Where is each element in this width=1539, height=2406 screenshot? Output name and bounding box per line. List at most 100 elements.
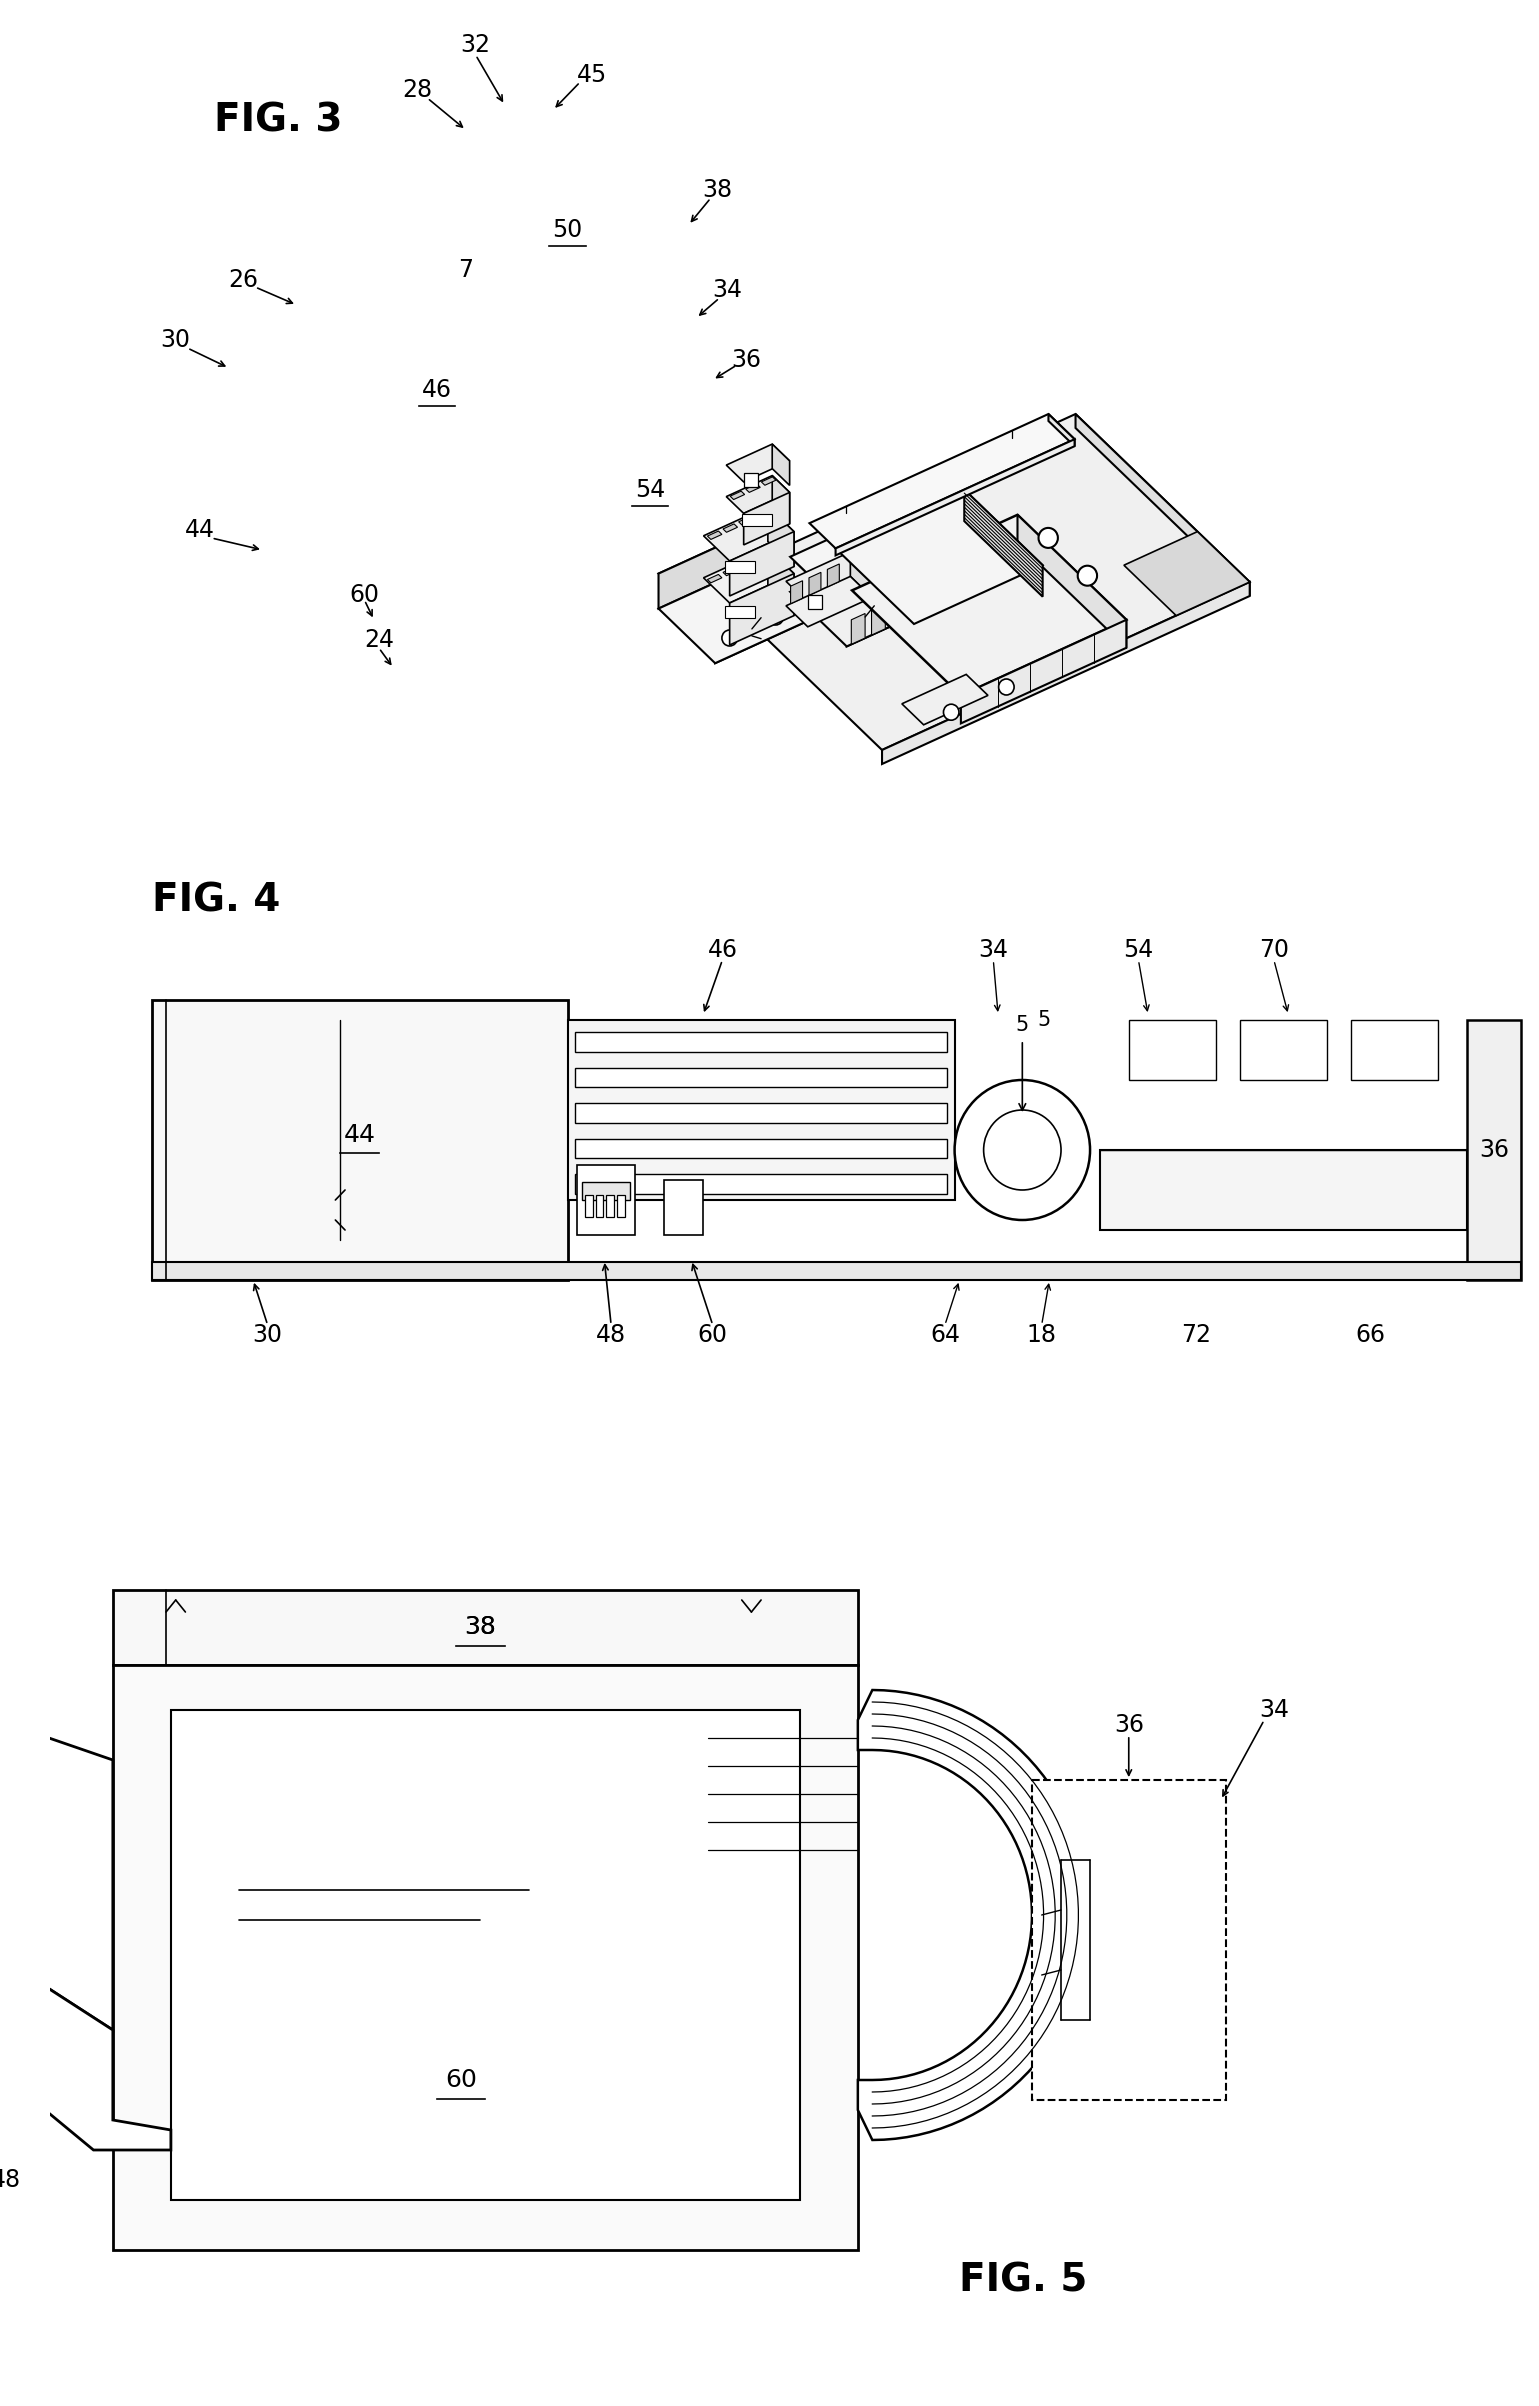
Text: 54: 54 [1123,938,1154,962]
Circle shape [943,705,959,719]
Text: 46: 46 [708,938,737,962]
Polygon shape [1123,532,1250,616]
Polygon shape [810,414,1074,549]
Circle shape [1077,565,1097,585]
Polygon shape [723,568,737,575]
Bar [151,1263,1521,1280]
Polygon shape [790,558,920,647]
Polygon shape [723,525,737,532]
Text: 70: 70 [1259,938,1288,962]
Bar [1467,1020,1521,1280]
Polygon shape [726,476,790,512]
Polygon shape [739,561,753,568]
Text: 5: 5 [1016,1015,1030,1035]
Bar [112,1665,857,2250]
Text: 18: 18 [1027,1323,1057,1347]
Bar [596,1196,603,1217]
Polygon shape [768,549,794,616]
Polygon shape [729,532,794,597]
Bar [725,561,756,573]
Circle shape [954,1080,1090,1220]
Polygon shape [960,621,1127,724]
Bar [1033,1780,1225,2100]
Bar [582,1181,631,1201]
Polygon shape [659,527,760,609]
Polygon shape [746,484,760,493]
Polygon shape [1017,515,1127,647]
Bar [585,1196,593,1217]
Bar [576,1174,946,1193]
Bar [151,1001,568,1280]
Polygon shape [810,573,820,594]
Polygon shape [659,563,816,664]
Polygon shape [871,604,885,635]
Polygon shape [773,476,790,525]
Polygon shape [768,505,794,565]
Polygon shape [703,549,794,604]
Text: 66: 66 [1356,1323,1385,1347]
Text: 64: 64 [930,1323,960,1347]
Polygon shape [659,527,816,628]
Polygon shape [743,493,790,544]
Polygon shape [846,577,920,647]
Polygon shape [853,515,1127,695]
Bar [577,1165,636,1234]
Text: 44: 44 [343,1124,376,1148]
Polygon shape [786,551,873,602]
Text: 72: 72 [1182,1323,1211,1347]
Polygon shape [891,594,905,626]
Text: 34: 34 [1259,1699,1288,1723]
Bar [0,1795,40,1906]
Bar [725,606,756,618]
Bar [0,1804,32,1855]
Polygon shape [965,488,1042,597]
Polygon shape [828,563,839,587]
Polygon shape [882,582,1250,765]
Text: 45: 45 [577,63,606,87]
Text: 36: 36 [731,349,762,373]
Text: 24: 24 [363,628,394,652]
Text: 54: 54 [634,479,665,503]
Polygon shape [902,674,988,724]
Polygon shape [773,445,790,486]
Text: 60: 60 [349,582,380,606]
Text: 36: 36 [1114,1713,1143,1737]
Polygon shape [790,522,920,611]
Polygon shape [791,580,802,604]
Polygon shape [729,573,794,645]
Polygon shape [836,488,1042,623]
Bar [1128,1020,1216,1080]
Text: 30: 30 [252,1323,283,1347]
Text: 30: 30 [160,327,191,351]
Polygon shape [762,476,776,486]
Text: 44: 44 [185,517,215,541]
Polygon shape [729,491,745,500]
Bar [576,1138,946,1157]
Bar [568,1020,954,1201]
Polygon shape [0,1930,171,2151]
Bar [171,1711,800,2199]
Text: 28: 28 [403,77,432,101]
Text: 38: 38 [465,1614,497,1638]
Polygon shape [708,575,722,582]
Polygon shape [851,551,873,597]
Polygon shape [857,1689,1090,2139]
Text: 36: 36 [1479,1138,1510,1162]
Polygon shape [708,532,722,539]
Bar [665,1179,703,1234]
Text: 5: 5 [1037,1011,1050,1030]
Text: 46: 46 [422,378,452,402]
Text: 48: 48 [0,2168,22,2192]
Text: 32: 32 [460,34,491,58]
Bar [742,515,773,527]
Circle shape [999,678,1014,695]
Polygon shape [708,414,1250,751]
Text: 60: 60 [445,2069,477,2091]
Bar [617,1196,625,1217]
Polygon shape [726,445,790,481]
Polygon shape [0,1720,112,2031]
Polygon shape [786,577,873,628]
Text: 34: 34 [713,279,742,303]
Bar [576,1102,946,1124]
Bar [606,1196,614,1217]
